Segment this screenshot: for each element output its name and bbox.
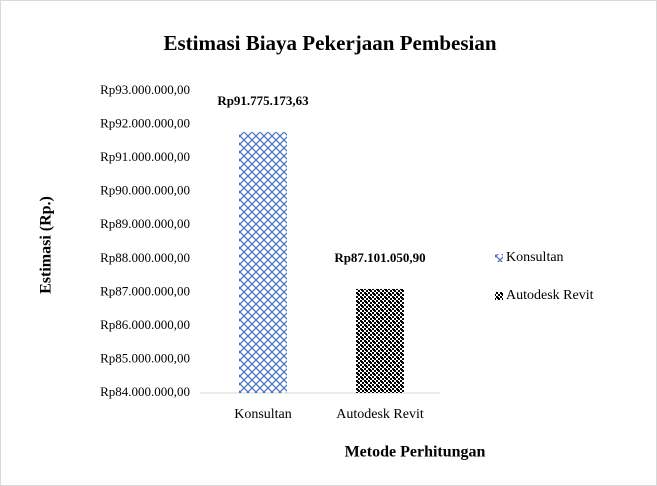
x-tick-label: Autodesk Revit [336, 407, 424, 422]
legend-swatch [495, 254, 503, 262]
y-axis-title: Estimasi (Rp.) [38, 196, 55, 294]
y-tick-label: Rp86.000.000,00 [100, 317, 190, 332]
y-tick-label: Rp90.000.000,00 [100, 183, 190, 198]
y-tick-label: Rp87.000.000,00 [100, 283, 190, 298]
legend-label: Konsultan [506, 250, 564, 265]
bar [239, 132, 287, 393]
chart-title: Estimasi Biaya Pekerjaan Pembesian [163, 31, 496, 55]
y-tick-label: Rp85.000.000,00 [100, 350, 190, 365]
x-tick-label: Konsultan [234, 407, 292, 422]
legend-swatch [495, 292, 503, 300]
y-tick-label: Rp88.000.000,00 [100, 250, 190, 265]
data-label: Rp91.775.173,63 [217, 93, 309, 108]
y-tick-label: Rp91.000.000,00 [100, 149, 190, 164]
legend-label: Autodesk Revit [506, 288, 594, 303]
bar [356, 288, 404, 393]
y-tick-label: Rp92.000.000,00 [100, 116, 190, 131]
data-label: Rp87.101.050,90 [334, 250, 425, 265]
y-tick-label: Rp93.000.000,00 [100, 82, 190, 97]
y-tick-label: Rp89.000.000,00 [100, 216, 190, 231]
x-axis-title: Metode Perhitungan [345, 444, 486, 461]
y-tick-label: Rp84.000.000,00 [100, 384, 190, 399]
